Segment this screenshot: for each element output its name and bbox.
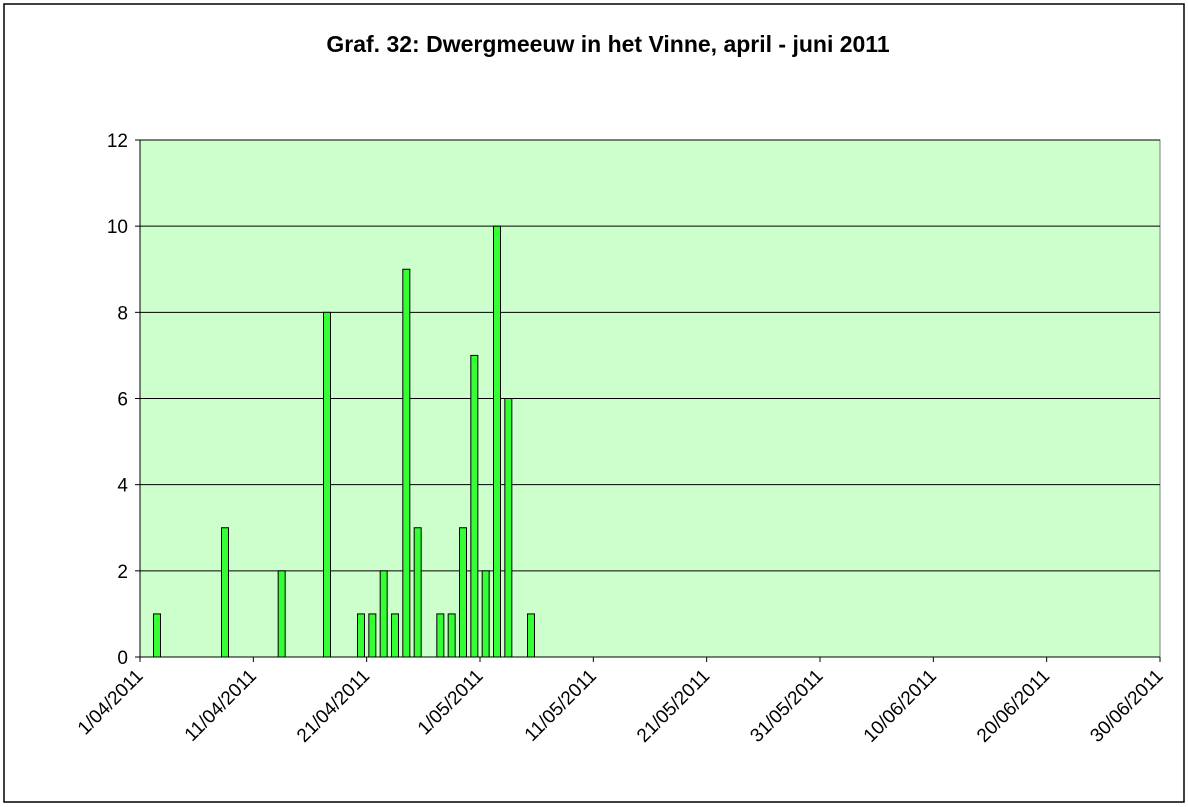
bar <box>277 570 286 658</box>
bar <box>391 613 399 658</box>
bar <box>323 311 331 658</box>
y-tick-label: 10 <box>107 217 128 238</box>
bar <box>436 613 445 658</box>
bar <box>402 268 411 658</box>
bar <box>481 570 490 658</box>
y-tick-label: 8 <box>117 303 128 324</box>
bar <box>470 354 479 658</box>
bar <box>527 613 535 658</box>
y-tick-label: 4 <box>117 476 128 497</box>
bar <box>221 527 229 658</box>
bar <box>153 613 161 658</box>
bar <box>368 613 377 658</box>
y-tick-label: 6 <box>117 390 128 411</box>
bar <box>379 570 388 658</box>
bar <box>504 398 513 658</box>
bar <box>447 613 456 658</box>
bar <box>493 225 501 658</box>
bar <box>413 527 422 658</box>
chart-title: Graf. 32: Dwergmeeuw in het Vinne, april… <box>326 31 889 57</box>
bar <box>357 613 365 658</box>
y-tick-label: 12 <box>107 131 128 152</box>
bar <box>459 527 467 658</box>
y-tick-label: 0 <box>117 648 128 669</box>
y-tick-label: 2 <box>117 562 128 583</box>
